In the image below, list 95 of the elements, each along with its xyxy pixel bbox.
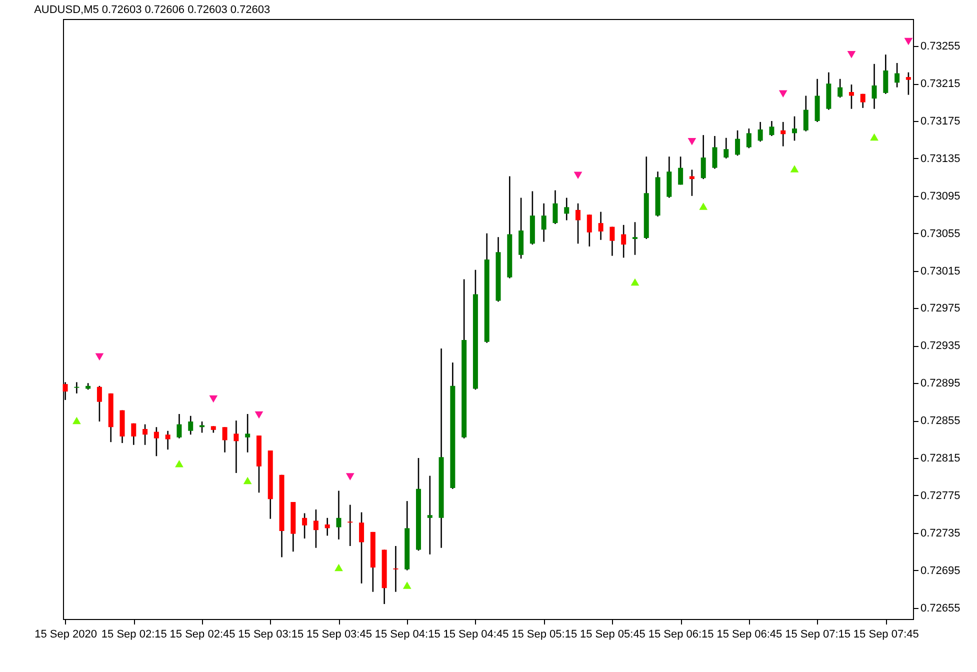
candlestick (427, 475, 432, 556)
y-tick-label: 0.73055 (920, 228, 960, 240)
candlestick (336, 490, 342, 540)
y-tick-label: 0.72975 (920, 302, 960, 315)
y-tick-label: 0.72935 (920, 340, 960, 352)
point (334, 564, 343, 572)
candlestick (780, 121, 786, 147)
candlestick (610, 226, 615, 256)
candlestick (792, 116, 797, 142)
candlestick (746, 128, 752, 149)
candlestick (724, 137, 729, 160)
y-tick-label: 0.73215 (920, 78, 960, 90)
candlestick (74, 382, 80, 394)
point (209, 395, 218, 403)
candlestick (848, 84, 854, 110)
point (254, 411, 264, 419)
point (688, 138, 696, 146)
point (847, 50, 856, 58)
point (699, 202, 708, 210)
point (243, 476, 252, 484)
y-tick-label: 0.72775 (920, 490, 960, 502)
point (402, 582, 412, 589)
point (904, 38, 913, 46)
candlestick (632, 221, 638, 256)
candlestick (621, 224, 626, 258)
x-tick-label: 15 Sep 2020 (34, 628, 97, 640)
candlestick (359, 512, 364, 584)
candlestick (393, 545, 398, 593)
candlestick (678, 156, 684, 186)
candlestick (758, 121, 763, 142)
point (778, 90, 788, 98)
y-tick-label: 0.72895 (920, 378, 960, 390)
point (630, 278, 640, 286)
candlestick (302, 512, 308, 540)
point (790, 165, 799, 172)
candlestick (165, 430, 170, 450)
candlestick (860, 93, 866, 109)
point (574, 172, 582, 179)
candlestick (712, 135, 718, 170)
candlestick (142, 424, 148, 446)
y-tick-label: 0.73175 (920, 116, 960, 128)
x-tick-label: 15 Sep 03:45 (306, 628, 372, 640)
x-tick-label: 15 Sep 04:15 (374, 628, 440, 640)
x-tick-label: 15 Sep 06:15 (648, 628, 714, 640)
candlestick (586, 214, 592, 248)
candlestick (700, 134, 706, 180)
y-tick-label: 0.73095 (920, 190, 960, 202)
candlestick (200, 420, 205, 434)
candlestick (906, 72, 911, 96)
x-tick-label: 15 Sep 05:45 (580, 628, 646, 640)
y-tick-label: 0.72735 (920, 527, 960, 540)
candlestick (564, 197, 570, 221)
y-tick-label: 0.72695 (920, 564, 960, 577)
x-tick-label: 15 Sep 05:15 (512, 628, 578, 640)
point (870, 133, 878, 141)
x-tick-label: 15 Sep 03:15 (238, 628, 304, 640)
candlestick (735, 130, 740, 156)
candlestick (552, 190, 558, 225)
y-tick-label: 0.72855 (920, 415, 960, 428)
candlestick (154, 426, 159, 457)
candlestick (131, 422, 136, 446)
y-tick-label: 0.72815 (920, 452, 960, 464)
candlestick (872, 63, 877, 110)
y-tick-label: 0.73135 (920, 152, 960, 165)
candlestick (541, 202, 546, 242)
candlestick (222, 426, 228, 454)
x-tick-label: 15 Sep 07:15 (785, 628, 851, 640)
candlestick (769, 120, 774, 137)
candlestick (598, 211, 604, 241)
point (95, 353, 104, 361)
y-tick-label: 0.73255 (920, 40, 960, 53)
candlestick (883, 54, 888, 95)
candlestick (324, 517, 330, 536)
candlestick (313, 508, 318, 549)
candlestick (894, 62, 900, 88)
candlestick (803, 95, 808, 132)
candlestick (234, 420, 239, 474)
chart-title: AUDUSD,M5 0.72603 0.72606 0.72603 0.72603 (34, 4, 270, 16)
candlestick (348, 504, 353, 547)
candlestick (838, 78, 843, 98)
x-tick-label: 15 Sep 07:45 (853, 628, 919, 640)
candlestick (245, 413, 250, 454)
point (346, 473, 354, 480)
x-tick-label: 15 Sep 04:45 (443, 628, 509, 640)
x-tick-label: 15 Sep 06:45 (716, 628, 782, 640)
candlestick (188, 415, 194, 436)
candlestick (176, 413, 182, 439)
candlestick (96, 385, 102, 422)
x-tick-label: 15 Sep 02:45 (170, 628, 236, 640)
y-tick-label: 0.72655 (920, 602, 960, 614)
point (175, 460, 184, 468)
candlestick (576, 202, 581, 244)
point (72, 416, 81, 424)
x-tick-label: 15 Sep 02:15 (101, 628, 167, 640)
y-tick-label: 0.73015 (920, 265, 960, 278)
